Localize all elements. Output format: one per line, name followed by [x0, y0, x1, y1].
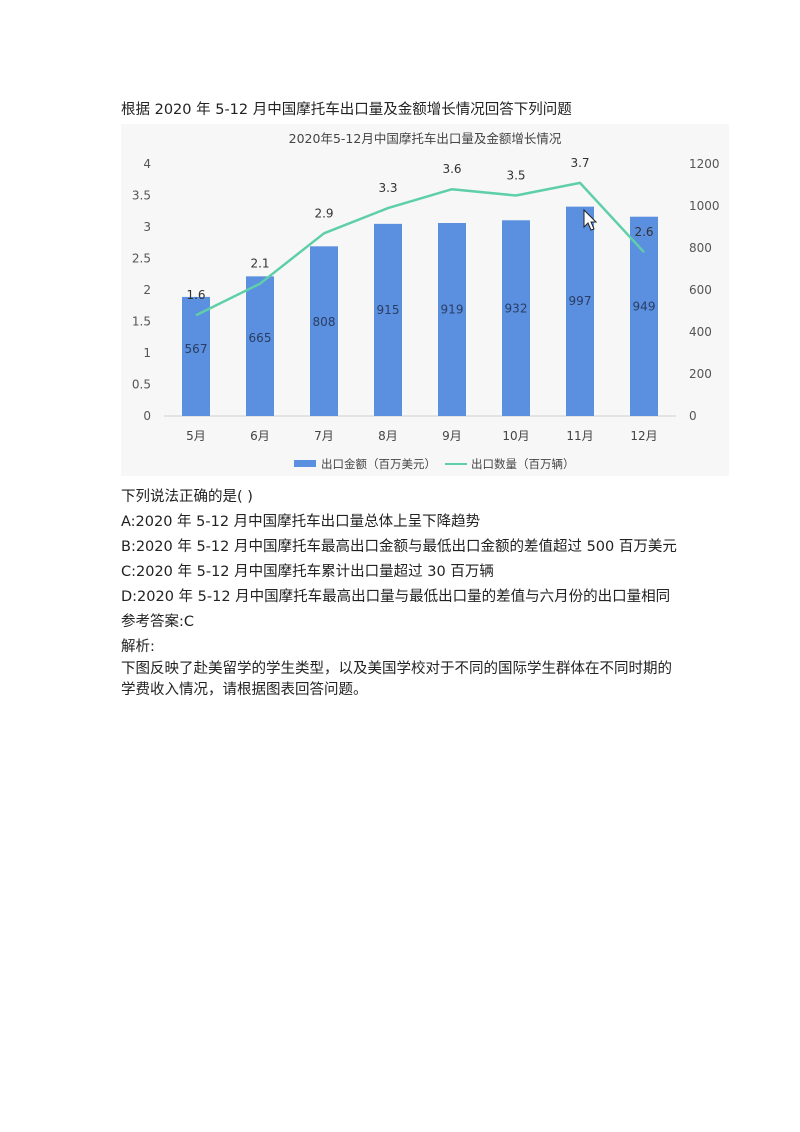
y-right-tick-label: 800 — [689, 241, 712, 255]
line-data-label: 3.3 — [378, 181, 397, 195]
x-tick-label: 11月 — [566, 429, 593, 443]
y-right-tick-label: 0 — [689, 409, 697, 423]
bar — [246, 276, 274, 416]
line-path — [195, 181, 645, 317]
y-axis-left: 0 0.5 1 1.5 2 2.5 3 3.5 4 — [132, 157, 151, 423]
bar — [310, 246, 338, 416]
line-data-label: 3.5 — [506, 169, 525, 183]
line-data-label: 3.7 — [570, 156, 589, 170]
bar-data-label: 567 — [185, 342, 208, 356]
legend-bar-label: 出口金额（百万美元） — [321, 457, 436, 471]
line-data-label: 2.1 — [250, 257, 269, 271]
next-question: 下图反映了赴美留学的学生类型，以及美国学校对于不同的国际学生群体在不同时期的学费… — [121, 661, 672, 698]
bar — [630, 216, 658, 416]
y-left-tick-label: 3 — [143, 220, 151, 234]
y-left-tick-label: 0.5 — [132, 378, 151, 392]
x-tick-label: 10月 — [502, 429, 529, 443]
bar-data-label: 997 — [569, 294, 592, 308]
option-d: D:2020 年 5-12 月中国摩托车最高出口量与最低出口量的差值与六月份的出… — [121, 589, 671, 605]
y-right-tick-label: 1000 — [689, 199, 720, 213]
x-tick-label: 7月 — [314, 429, 334, 443]
x-tick-label: 12月 — [630, 429, 657, 443]
x-tick-label: 9月 — [442, 429, 462, 443]
question-stem: 下列说法正确的是( ) — [121, 489, 253, 505]
chart-svg: 2020年5-12月中国摩托车出口量及金额增长情况 0 0.5 1 1.5 2 2.5 3 3… — [132, 131, 720, 471]
reference-answer: 参考答案:C — [121, 614, 195, 630]
chart-legend: 出口金额（百万美元） 出口数量（百万辆） — [294, 457, 575, 471]
x-tick-label: 6月 — [250, 429, 270, 443]
line-series: 1.6 2.1 2.9 3.3 3.6 3.5 3.7 2.6 — [186, 156, 654, 317]
option-b: B:2020 年 5-12 月中国摩托车最高出口金额与最低出口金额的差值超过 5… — [121, 539, 677, 555]
legend-line-label: 出口数量（百万辆） — [471, 457, 575, 471]
y-left-tick-label: 4 — [143, 157, 151, 171]
y-right-tick-label: 400 — [689, 325, 712, 339]
y-left-tick-label: 3.5 — [132, 189, 151, 203]
line-data-label: 2.9 — [314, 206, 333, 220]
y-right-tick-label: 200 — [689, 367, 712, 381]
x-axis-labels: 5月 6月 7月 8月 9月 10月 11月 12月 — [186, 429, 657, 443]
option-a: A:2020 年 5-12 月中国摩托车出口量总体上呈下降趋势 — [121, 514, 481, 530]
line-data-label: 2.6 — [634, 225, 653, 239]
y-left-tick-label: 1.5 — [132, 315, 151, 329]
bar-data-label: 915 — [377, 303, 400, 317]
y-right-tick-label: 600 — [689, 283, 712, 297]
chart-area: 2020年5-12月中国摩托车出口量及金额增长情况 0 0.5 1 1.5 2 2.5 3 3… — [121, 124, 729, 476]
bar-data-label: 949 — [633, 299, 656, 313]
bar-data-label: 665 — [249, 331, 272, 345]
chart-title: 2020年5-12月中国摩托车出口量及金额增长情况 — [289, 131, 562, 146]
y-axis-right: 0 200 400 600 800 1000 1200 — [689, 157, 720, 423]
line-data-label: 3.6 — [442, 162, 461, 176]
bar-data-label: 808 — [313, 315, 336, 329]
bar — [502, 220, 530, 416]
mouse-pointer-icon — [583, 208, 598, 231]
x-tick-label: 5月 — [186, 429, 206, 443]
line-data-label: 1.6 — [186, 288, 205, 302]
y-left-tick-label: 0 — [143, 409, 151, 423]
y-left-tick-label: 2.5 — [132, 252, 151, 266]
x-tick-label: 8月 — [378, 429, 398, 443]
bar-data-label: 932 — [505, 301, 528, 315]
bar — [438, 223, 466, 416]
bar — [182, 296, 210, 416]
question-intro: 根据 2020 年 5-12 月中国摩托车出口量及金额增长情况回答下列问题 — [121, 102, 572, 118]
option-c: C:2020 年 5-12 月中国摩托车累计出口量超过 30 百万辆 — [121, 564, 494, 580]
y-right-tick-label: 1200 — [689, 157, 720, 171]
analysis-label: 解析: — [121, 639, 155, 655]
bar-data-label: 919 — [441, 303, 464, 317]
y-left-tick-label: 2 — [143, 283, 151, 297]
bar — [566, 206, 594, 416]
bar-series: 567 665 808 915 919 932 997 949 — [182, 206, 658, 416]
y-left-tick-label: 1 — [143, 346, 151, 360]
legend-bar-swatch — [294, 460, 316, 467]
bar — [374, 223, 402, 416]
